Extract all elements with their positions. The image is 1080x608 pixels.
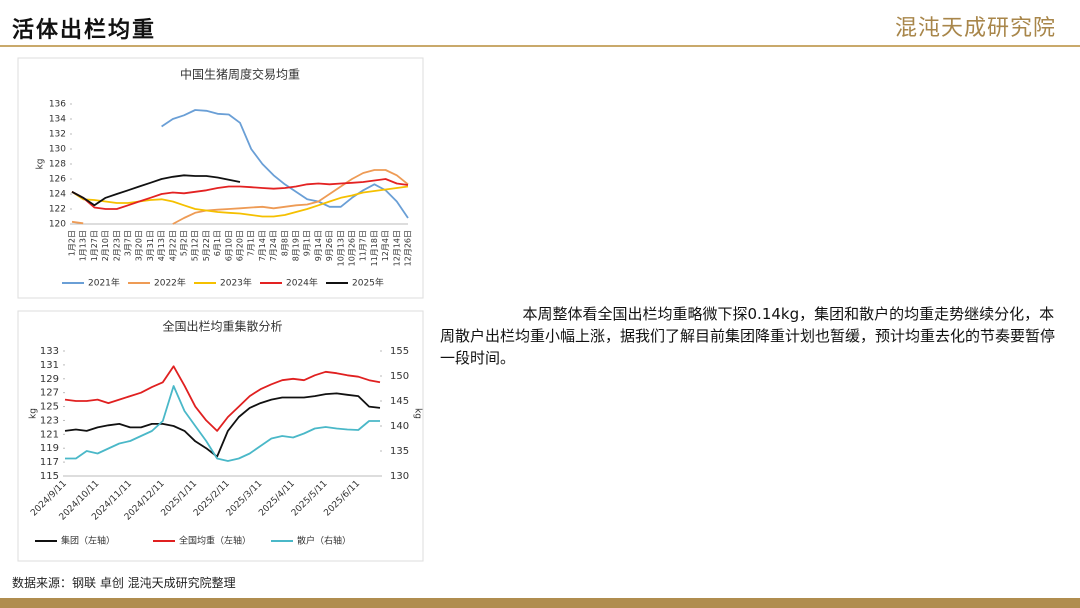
x-tick-label: 5月12日	[191, 230, 200, 261]
x-tick-label: 7月1日	[247, 230, 256, 256]
y-tick-label: 126	[49, 175, 66, 185]
y-tick-label: 127	[40, 388, 59, 399]
y-tick-label: 121	[40, 429, 59, 440]
y2-tick-label: 140	[390, 421, 409, 432]
y-axis-label: kg	[36, 159, 46, 170]
y-tick-label: 133	[40, 346, 59, 357]
x-tick-label: 4月22日	[168, 230, 177, 261]
chart-title: 中国生猪周度交易均重	[180, 67, 300, 82]
legend-label: 2023年	[220, 277, 252, 289]
y2-tick-label: 135	[390, 446, 409, 457]
x-tick-label: 9月14日	[314, 230, 323, 261]
y-tick-label: 128	[49, 160, 66, 170]
x-tick-label: 5月2日	[180, 230, 189, 256]
legend-label: 散户（右轴）	[297, 535, 351, 547]
y-axis-label: kg	[29, 408, 39, 419]
x-tick-label: 9月26日	[325, 230, 334, 261]
legend-label: 集团（左轴）	[61, 535, 115, 547]
legend-label: 2025年	[352, 277, 384, 289]
series-line	[71, 178, 409, 210]
x-tick-label: 12月14日	[392, 230, 401, 266]
logo: 混沌天成研究院	[894, 16, 1056, 41]
series-line	[64, 392, 381, 458]
x-tick-label: 1月2日	[68, 230, 77, 256]
x-tick-label: 6月10日	[224, 230, 233, 261]
x-tick-label: 2月10日	[101, 230, 110, 261]
x-tick-label: 8月19日	[292, 230, 301, 261]
y2-axis-label: kg	[413, 408, 423, 419]
series-line	[71, 169, 409, 225]
chart-frame	[17, 57, 424, 299]
x-tick-label: 11月7日	[359, 230, 368, 261]
x-tick-label: 11月18日	[370, 230, 379, 266]
x-tick-label: 8月8日	[280, 230, 289, 256]
x-tick-label: 9月1日	[303, 230, 312, 256]
y-tick-label: 130	[49, 145, 66, 155]
x-tick-label: 7月24日	[269, 230, 278, 261]
y-tick-label: 134	[49, 115, 66, 125]
series-line	[71, 185, 409, 218]
y-tick-label: 131	[40, 360, 59, 371]
legend-label: 全国均重（左轴）	[179, 535, 251, 547]
x-tick-label: 12月26日	[404, 230, 413, 266]
y2-tick-label: 150	[390, 371, 409, 382]
y2-tick-label: 155	[390, 346, 409, 357]
y-tick-label: 119	[40, 443, 59, 454]
footer-bar	[0, 598, 1080, 608]
x-tick-label: 6月20日	[236, 230, 245, 261]
series-line	[64, 365, 381, 432]
slide-title: 活体出栏均重	[12, 18, 157, 43]
x-tick-label: 1月27日	[90, 230, 99, 261]
x-tick-label: 1月13日	[79, 230, 88, 261]
series-line	[71, 174, 241, 207]
y-tick-label: 117	[40, 457, 59, 468]
y-tick-label: 120	[49, 220, 66, 230]
y-tick-label: 123	[40, 415, 59, 426]
commentary: 本周整体看全国出栏均重略微下探0.14kg，集团和散户的均重走势继续分化，本周散…	[440, 305, 1056, 367]
y-tick-label: 125	[40, 402, 59, 413]
series-line	[65, 385, 380, 462]
source-note: 数据来源：钢联 卓创 混沌天成研究院整理	[12, 576, 236, 590]
legend-label: 2024年	[286, 277, 318, 289]
x-tick-label: 12月4日	[381, 230, 390, 261]
chart-frame	[17, 310, 424, 562]
x-tick-label: 3月7日	[124, 230, 133, 256]
y-tick-label: 136	[49, 100, 66, 110]
legend-label: 2022年	[154, 277, 186, 289]
y2-tick-label: 145	[390, 396, 409, 407]
x-tick-label: 2月23日	[112, 230, 121, 261]
x-tick-label: 10月26日	[348, 230, 357, 266]
x-tick-label: 3月31日	[146, 230, 155, 261]
x-tick-label: 5月22日	[202, 230, 211, 261]
series-line	[161, 109, 409, 219]
x-tick-label: 7月14日	[258, 230, 267, 261]
x-tick-label: 4月13日	[157, 230, 166, 261]
y2-tick-label: 130	[390, 471, 409, 482]
chart-title: 全国出栏均重集散分析	[162, 319, 282, 334]
y-tick-label: 115	[40, 471, 59, 482]
y-tick-label: 129	[40, 374, 59, 385]
x-tick-label: 10月13日	[336, 230, 345, 266]
y-tick-label: 132	[49, 130, 66, 140]
header-rule	[0, 45, 1080, 47]
x-tick-label: 3月20日	[135, 230, 144, 261]
y-tick-label: 124	[49, 190, 66, 200]
legend-label: 2021年	[88, 277, 120, 289]
x-tick-label: 6月1日	[213, 230, 222, 256]
y-tick-label: 122	[49, 205, 66, 215]
